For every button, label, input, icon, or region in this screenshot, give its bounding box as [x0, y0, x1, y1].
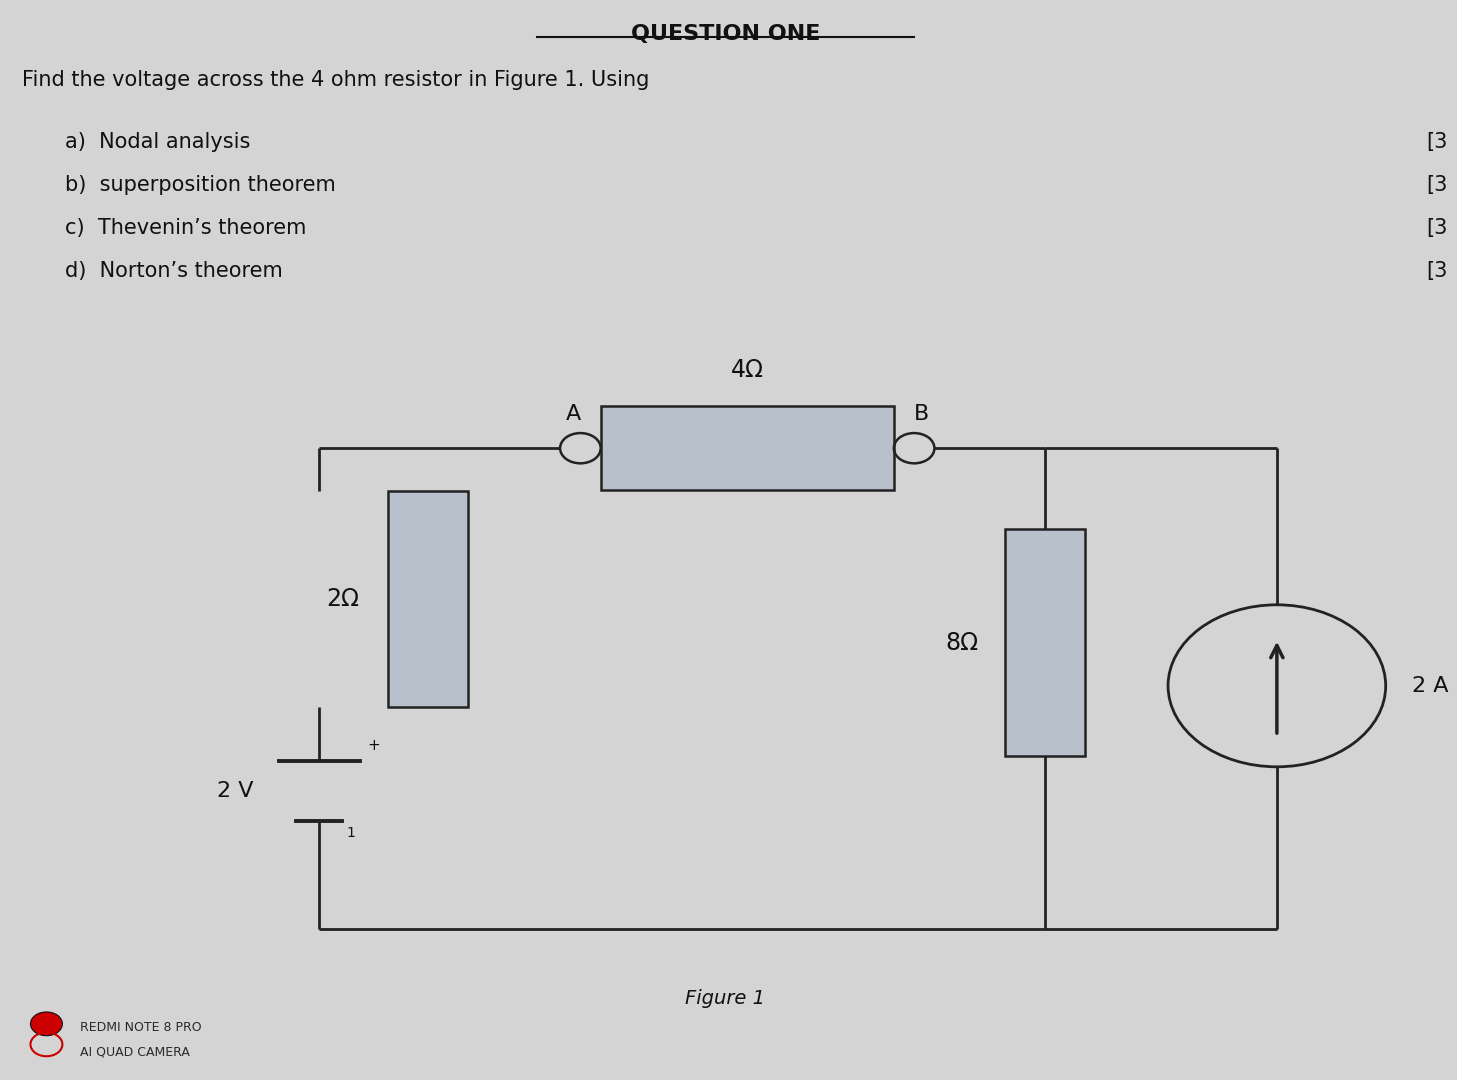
Text: [3: [3 — [1426, 132, 1448, 152]
Text: [3: [3 — [1426, 261, 1448, 282]
Text: A: A — [565, 404, 581, 424]
Text: c)  Thevenin’s theorem: c) Thevenin’s theorem — [66, 218, 306, 239]
Text: 2 A: 2 A — [1412, 676, 1448, 696]
Text: +: + — [367, 738, 380, 753]
Text: 2Ω: 2Ω — [326, 588, 358, 611]
Text: Find the voltage across the 4 ohm resistor in Figure 1. Using: Find the voltage across the 4 ohm resist… — [22, 70, 650, 91]
Bar — [1005, 529, 1084, 756]
Bar — [600, 406, 893, 490]
Text: REDMI NOTE 8 PRO: REDMI NOTE 8 PRO — [80, 1021, 201, 1034]
Text: 2 V: 2 V — [217, 781, 254, 801]
Text: a)  Nodal analysis: a) Nodal analysis — [66, 132, 251, 152]
Text: 4Ω: 4Ω — [731, 359, 763, 382]
Text: AI QUAD CAMERA: AI QUAD CAMERA — [80, 1045, 189, 1058]
Text: 1: 1 — [347, 826, 356, 840]
Circle shape — [31, 1012, 63, 1036]
Text: [3: [3 — [1426, 175, 1448, 195]
Bar — [388, 491, 468, 707]
Text: b)  superposition theorem: b) superposition theorem — [66, 175, 337, 195]
Text: 8Ω: 8Ω — [946, 631, 979, 654]
Text: QUESTION ONE: QUESTION ONE — [631, 24, 820, 44]
Text: B: B — [914, 404, 930, 424]
Text: d)  Norton’s theorem: d) Norton’s theorem — [66, 261, 283, 282]
Text: [3: [3 — [1426, 218, 1448, 239]
Text: Figure 1: Figure 1 — [685, 989, 765, 1009]
